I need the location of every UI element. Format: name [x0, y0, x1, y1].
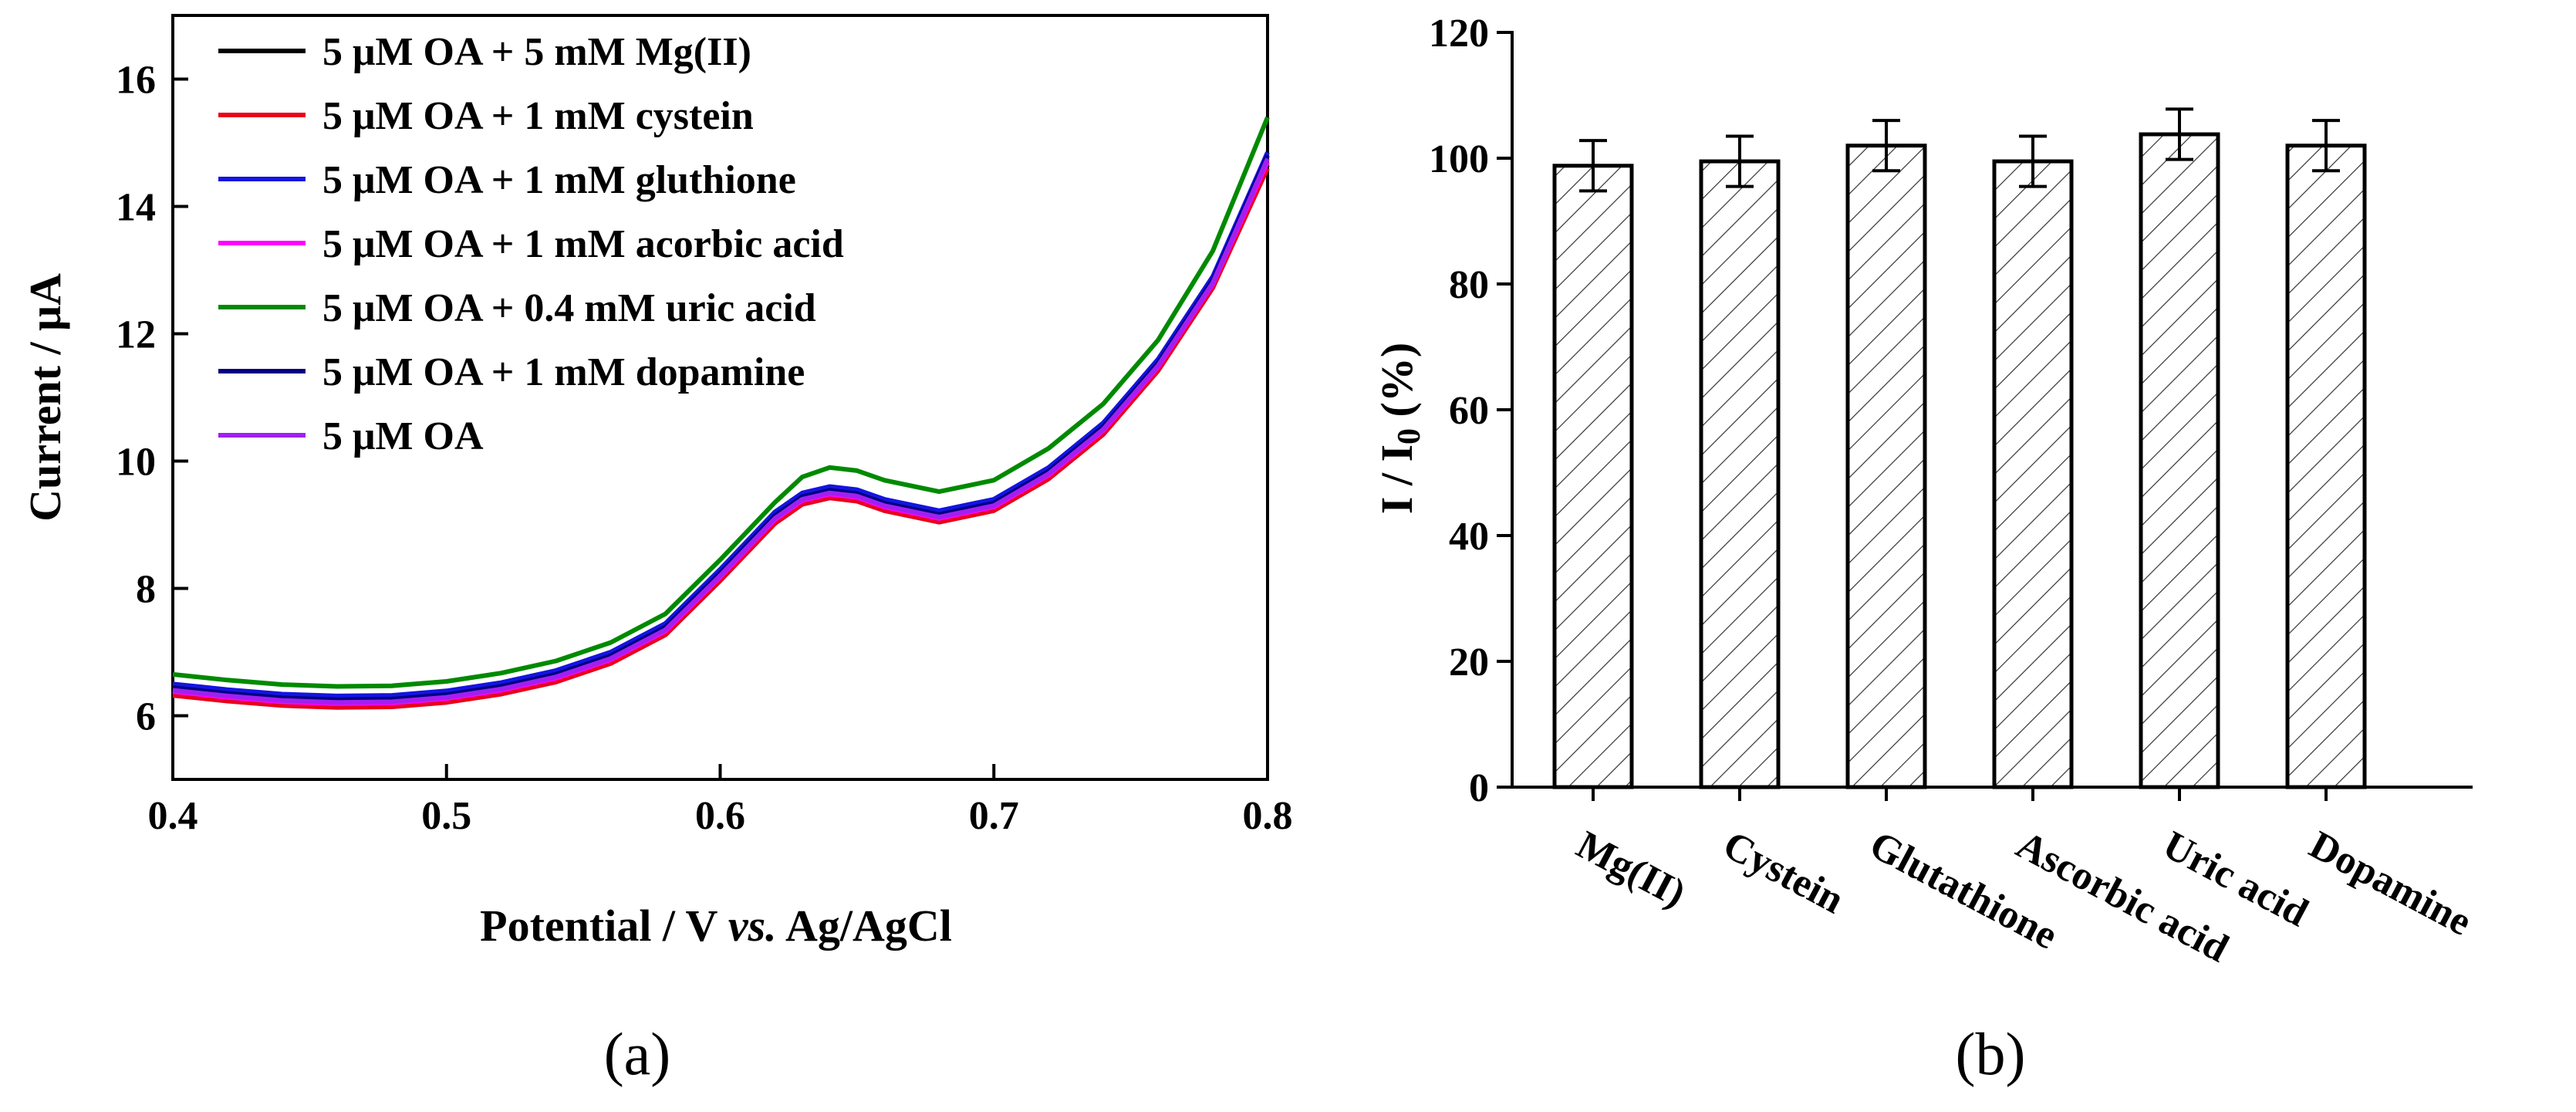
y-axis-title: Current / μA — [20, 273, 70, 522]
y-axis-ticks: 6 8 10 12 14 16 — [116, 59, 188, 739]
line-chart-panel: 0.4 0.5 0.6 0.7 0.8 6 8 10 12 14 16 5 μM OA + 5 m… — [20, 14, 1293, 1087]
x-axis-title-part-2: vs. — [728, 901, 777, 951]
y-tick-label: 80 — [1449, 263, 1489, 307]
y-axis-title-part-3: (%) — [1372, 343, 1422, 428]
x-axis-title: Potential / V vs. Ag/AgCl — [480, 901, 952, 951]
x-tick-label: 0.7 — [969, 794, 1019, 838]
bar-2 — [1845, 144, 1927, 789]
legend-label-1: 5 μM OA + 1 mM cystein — [322, 94, 754, 138]
y-tick-label: 40 — [1449, 515, 1489, 559]
panel-label: (b) — [1956, 1020, 2026, 1087]
y-axis-title: I / I0 (%) — [1372, 343, 1427, 514]
y-tick-label: 8 — [136, 568, 156, 612]
y-tick-label: 16 — [116, 59, 156, 103]
y-tick-label: 10 — [116, 441, 156, 485]
series-line-4 — [172, 116, 1270, 689]
y-tick-label: 100 — [1429, 137, 1489, 181]
y-tick-label: 0 — [1469, 766, 1489, 810]
x-tick-label: 0.8 — [1243, 794, 1293, 838]
x-axis-title-part-3: Ag/AgCl — [777, 901, 952, 951]
x-tick-label: 0.4 — [148, 794, 198, 838]
x-axis-ticks: 0.4 0.5 0.6 0.7 0.8 — [148, 764, 1293, 838]
category-label-1: Cystein — [1716, 823, 1851, 922]
y-tick-label: 6 — [136, 695, 156, 739]
series-line-2 — [172, 151, 1270, 698]
panel-label: (a) — [604, 1020, 671, 1087]
y-tick-label: 60 — [1449, 389, 1489, 433]
bar-4 — [2139, 132, 2220, 789]
legend-label-2: 5 μM OA + 1 mM gluthione — [322, 158, 796, 202]
y-axis-ticks: 0 20 40 60 80 100 120 — [1429, 12, 1512, 810]
y-tick-label: 20 — [1449, 640, 1489, 684]
bar-5 — [2285, 144, 2367, 789]
bar-3 — [1992, 159, 2074, 789]
y-tick-label: 14 — [116, 186, 156, 230]
legend-label-4: 5 μM OA + 0.4 mM uric acid — [322, 286, 816, 330]
series-line-1 — [172, 167, 1270, 710]
y-tick-label: 120 — [1429, 12, 1489, 56]
x-tick-label: 0.6 — [695, 794, 745, 838]
series-lines — [172, 116, 1270, 710]
legend-label-0: 5 μM OA + 5 mM Mg(II) — [322, 30, 751, 74]
bars — [1552, 107, 2367, 801]
bar-0 — [1552, 164, 1634, 789]
legend-label-3: 5 μM OA + 1 mM acorbic acid — [322, 222, 844, 266]
legend: 5 μM OA + 5 mM Mg(II) 5 μM OA + 1 mM cyst… — [218, 30, 844, 458]
x-axis-title-part-1: Potential / V — [480, 901, 728, 951]
y-tick-label: 12 — [116, 313, 156, 357]
legend-label-5: 5 μM OA + 1 mM dopamine — [322, 350, 805, 394]
legend-label-6: 5 μM OA — [322, 414, 484, 458]
category-label-0: Mg(II) — [1569, 823, 1692, 916]
y-axis-title-part-1: I / I — [1372, 444, 1422, 514]
bar-1 — [1699, 159, 1781, 789]
x-tick-label: 0.5 — [421, 794, 471, 838]
category-label-5: Dopamine — [2302, 823, 2478, 944]
y-axis-title-subscript: 0 — [1392, 428, 1427, 444]
series-line-6 — [172, 157, 1270, 705]
